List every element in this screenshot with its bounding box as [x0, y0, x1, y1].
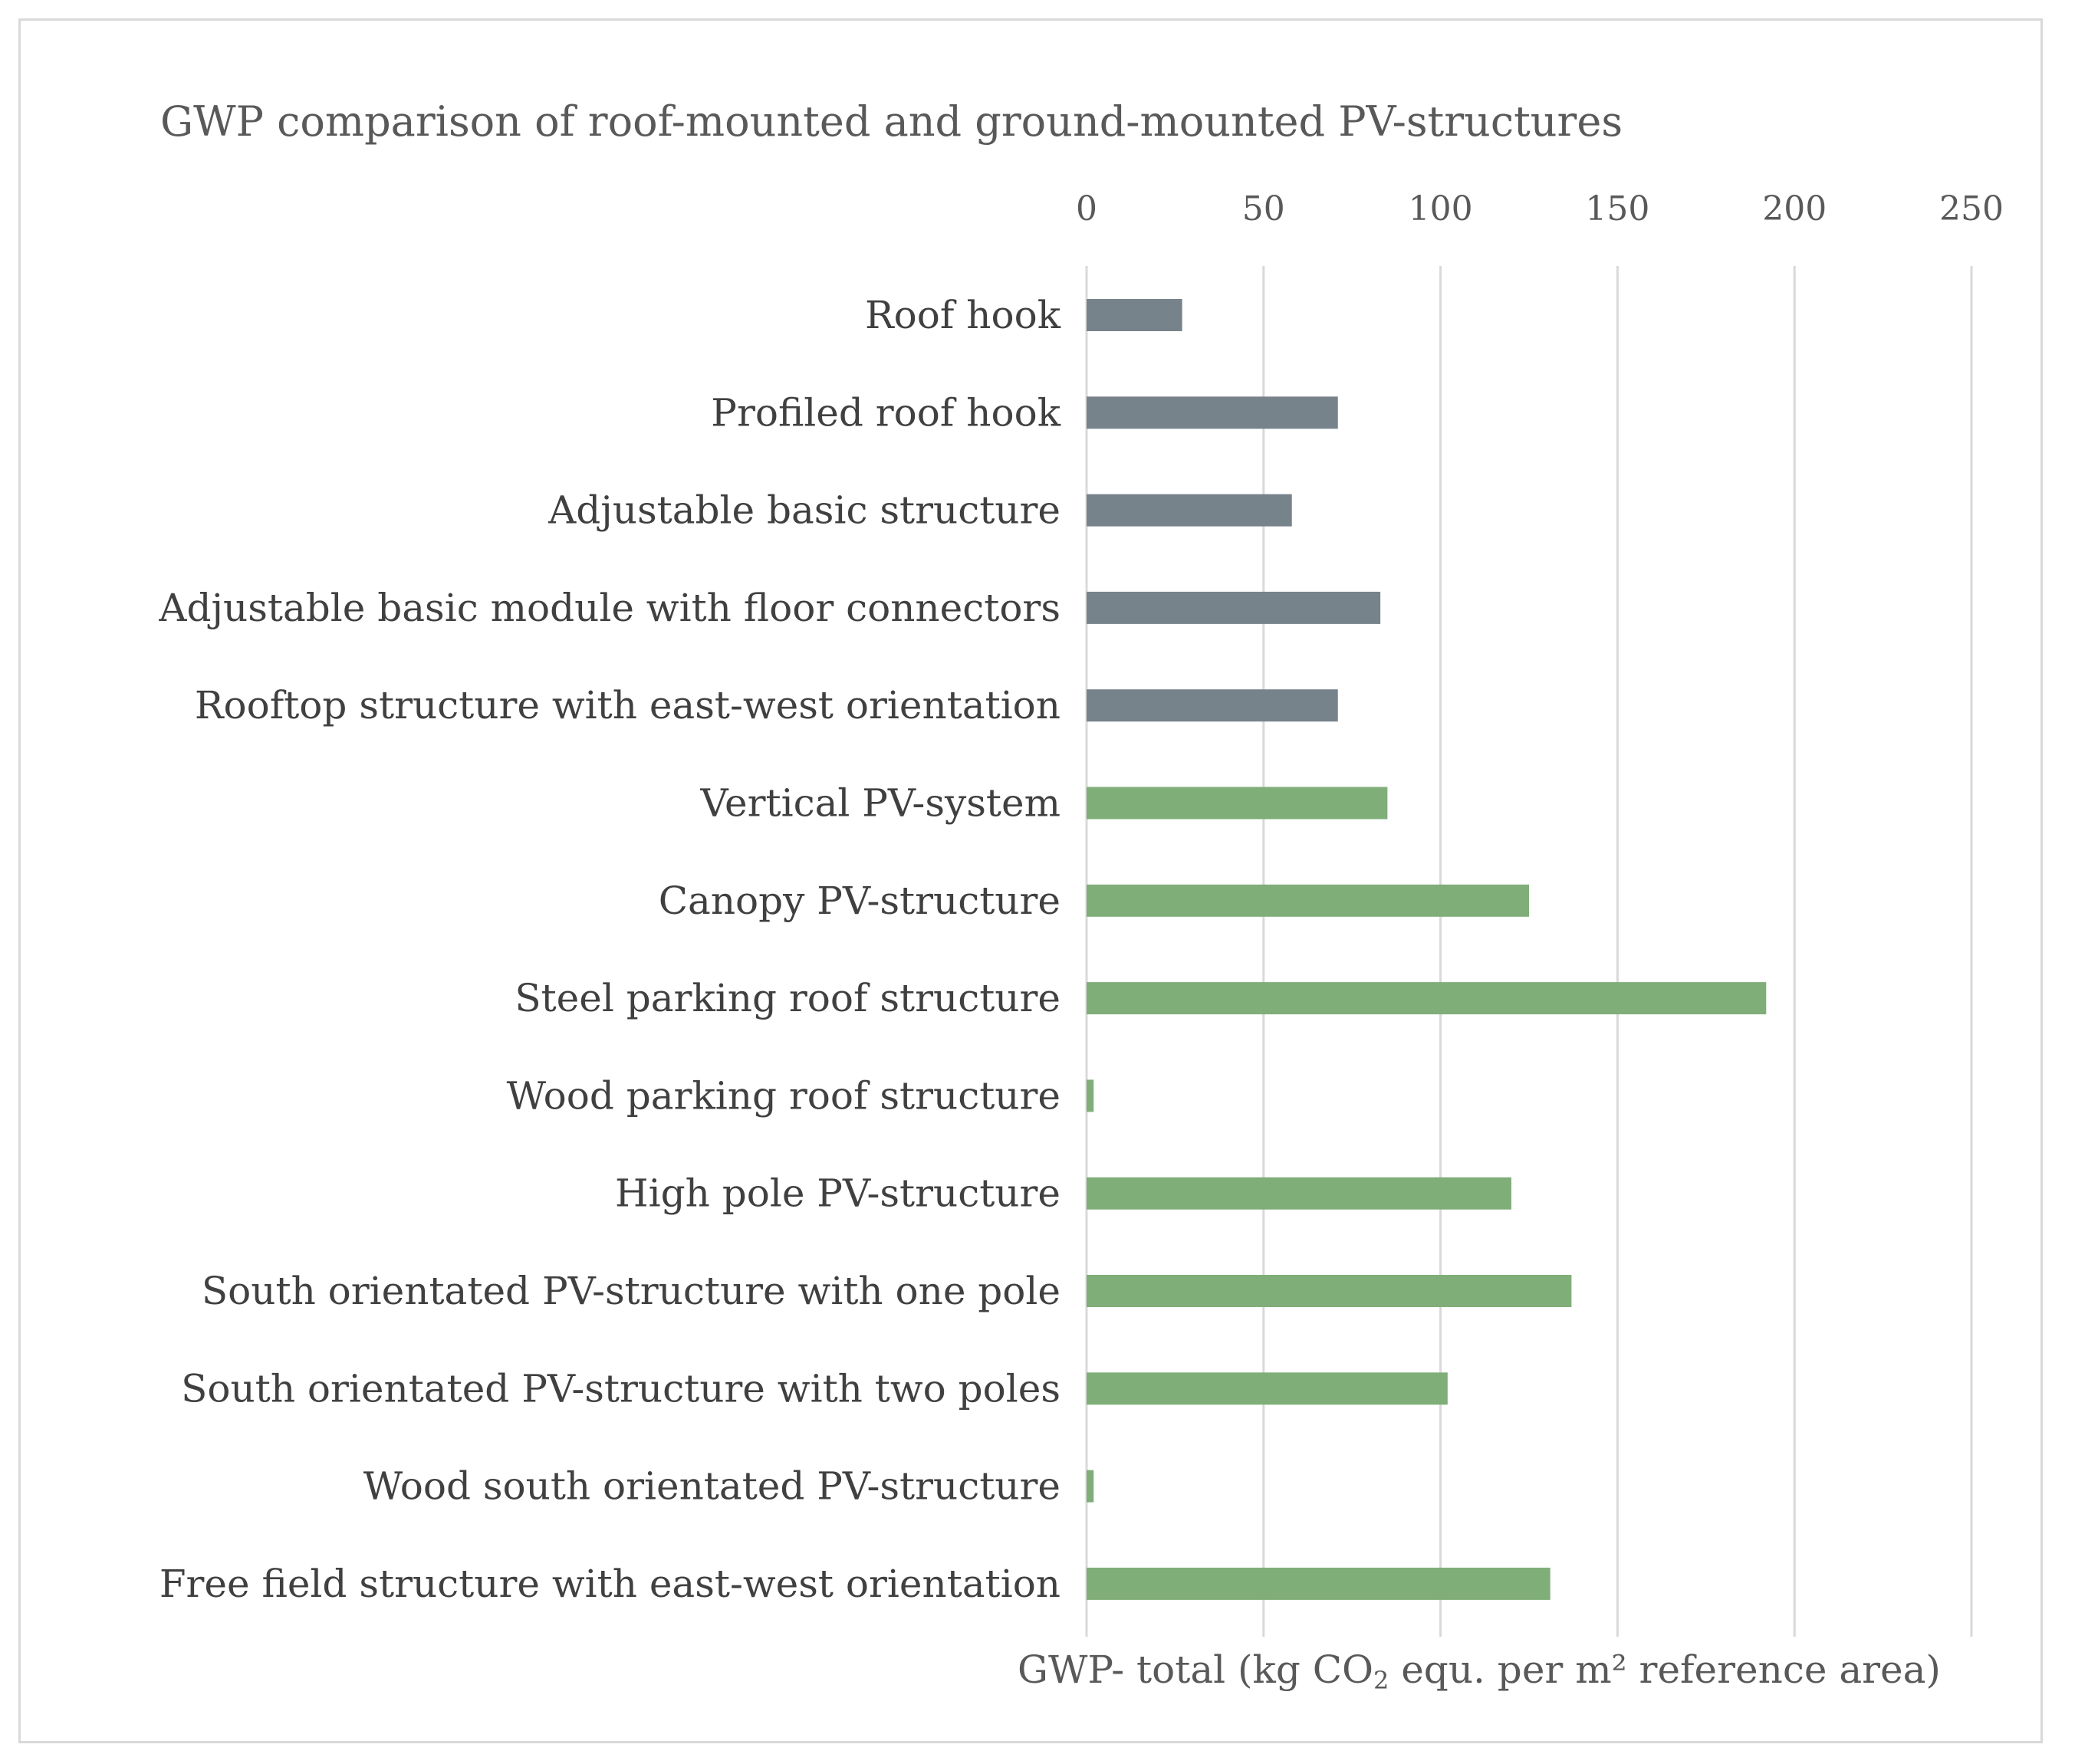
bar	[1087, 1470, 1094, 1503]
category-label: South orientated PV-structure with one p…	[202, 1269, 1061, 1313]
chart-title: GWP comparison of roof-mounted and groun…	[160, 97, 1623, 146]
x-tick-label: 150	[1585, 189, 1649, 228]
gridlines	[1085, 266, 1973, 1637]
bar	[1087, 982, 1767, 1015]
category-label: Adjustable basic structure	[548, 488, 1061, 533]
chart-svg: GWP comparison of roof-mounted and groun…	[158, 97, 2004, 1695]
category-label: Adjustable basic module with floor conne…	[158, 586, 1061, 630]
bar	[1087, 1372, 1448, 1405]
bar	[1087, 591, 1381, 624]
category-label: Rooftop structure with east-west orienta…	[195, 683, 1061, 728]
x-axis-title-rest: equ. per m² reference area)	[1389, 1647, 1941, 1692]
x-tick-label: 100	[1409, 189, 1473, 228]
bar	[1087, 299, 1182, 331]
category-label: Steel parking roof structure	[515, 976, 1061, 1020]
x-tick-label: 0	[1076, 189, 1097, 228]
chart-frame: GWP comparison of roof-mounted and groun…	[18, 18, 2043, 1743]
bar	[1087, 396, 1338, 429]
bar	[1087, 787, 1388, 820]
bar	[1087, 884, 1529, 917]
x-tick-label: 250	[1939, 189, 2004, 228]
category-label: Vertical PV-system	[699, 781, 1061, 826]
bar	[1087, 689, 1338, 722]
category-labels: Roof hook Profiled roof hook Adjustable ba…	[158, 293, 1061, 1606]
x-tick-label: 50	[1242, 189, 1285, 228]
category-label: High pole PV-structure	[615, 1171, 1061, 1216]
x-axis-title-subscript: 2	[1373, 1666, 1389, 1695]
category-label: South orientated PV-structure with two p…	[181, 1366, 1061, 1411]
category-label: Profiled roof hook	[711, 390, 1061, 435]
bars	[1087, 299, 1767, 1600]
x-axis-title-main: GWP- total (kg CO	[1018, 1647, 1373, 1692]
bar	[1087, 1177, 1511, 1210]
x-tick-labels: 0 50 100 150 200 250	[1076, 189, 2004, 228]
category-label: Wood parking roof structure	[507, 1073, 1061, 1118]
x-axis-title: GWP- total (kg CO2 equ. per m² reference…	[1018, 1647, 1941, 1695]
category-label: Free field structure with east-west orie…	[159, 1562, 1061, 1606]
category-label: Canopy PV-structure	[659, 879, 1061, 923]
bar	[1087, 1275, 1572, 1307]
category-label: Wood south orientated PV-structure	[363, 1464, 1061, 1509]
x-tick-label: 200	[1762, 189, 1827, 228]
bar	[1087, 1079, 1094, 1112]
category-label: Roof hook	[865, 293, 1061, 337]
bar	[1087, 494, 1292, 527]
bar	[1087, 1567, 1550, 1600]
